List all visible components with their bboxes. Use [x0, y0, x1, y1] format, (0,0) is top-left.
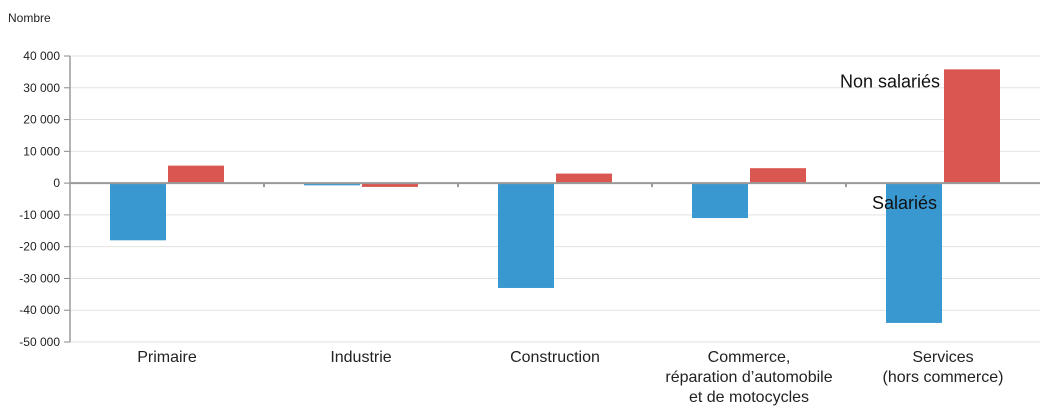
- y-tick-label: 20 000: [23, 113, 60, 127]
- axes: [69, 56, 1040, 342]
- y-tick-label: 0: [53, 176, 60, 190]
- x-tick-labels: Primaire Industrie Construction Commerce, ré…: [137, 349, 1003, 406]
- x-tick-label: Services (hors commerce): [883, 349, 1004, 386]
- bar-non-salaries: [750, 168, 806, 184]
- y-tick-labels: 40 000 30 000 20 000 10 000 0 -10 000 -20 000 -…: [19, 49, 60, 349]
- bar-non-salaries: [944, 69, 1000, 184]
- bar-non-salaries: [556, 173, 612, 184]
- y-tick-label: -10 000: [19, 208, 60, 222]
- bar-salaries: [304, 183, 360, 186]
- y-axis-unit-label: Nombre: [8, 11, 51, 25]
- bars: [110, 69, 1000, 323]
- y-tick-label: -40 000: [19, 303, 60, 317]
- bar-salaries: [886, 183, 942, 323]
- y-tick-label: -50 000: [19, 335, 60, 349]
- x-tick-label: Primaire: [137, 349, 197, 366]
- bar-salaries: [110, 183, 166, 241]
- y-tick-label: -20 000: [19, 240, 60, 254]
- y-tick-label: 10 000: [23, 144, 60, 158]
- x-tick-label: Commerce, réparation d’automobile et de mo…: [665, 349, 832, 406]
- y-tick-label: -30 000: [19, 271, 60, 285]
- bar-salaries: [692, 183, 748, 219]
- bar-salaries: [498, 183, 554, 288]
- series-annotations: Non salariés Salariés: [840, 71, 940, 213]
- y-tick-label: 40 000: [23, 49, 60, 63]
- x-tick-label: Construction: [510, 349, 600, 366]
- x-tick-label: Industrie: [330, 349, 391, 366]
- annotation-non-salaries: Non salariés: [840, 71, 940, 91]
- bar-non-salaries: [362, 183, 418, 187]
- annotation-salaries: Salariés: [872, 193, 937, 213]
- y-tick-label: 30 000: [23, 81, 60, 95]
- bar-non-salaries: [168, 165, 224, 184]
